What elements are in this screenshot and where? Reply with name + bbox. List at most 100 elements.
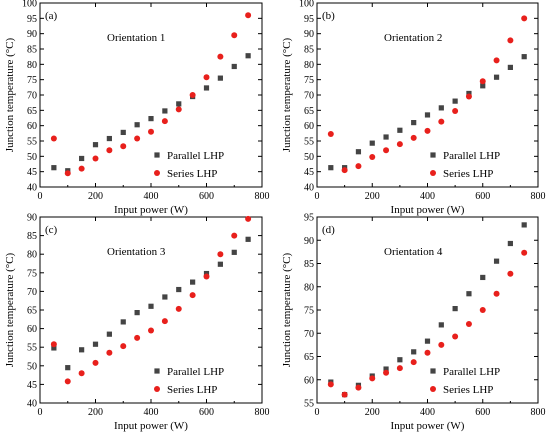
y-tick-label: 80 bbox=[304, 282, 314, 293]
y-tick-label: 60 bbox=[304, 375, 314, 386]
x-axis-title: Input power (W) bbox=[391, 420, 465, 432]
y-tick-label: 70 bbox=[27, 91, 37, 102]
data-point-parallel bbox=[507, 64, 513, 70]
data-point-parallel bbox=[51, 345, 57, 351]
data-point-parallel bbox=[120, 319, 126, 325]
data-point-series bbox=[175, 305, 182, 312]
data-point-series bbox=[148, 327, 154, 334]
legend-label: Parallel LHP bbox=[443, 366, 500, 378]
y-tick-label: 100 bbox=[299, 0, 314, 10]
data-point-parallel bbox=[493, 258, 500, 264]
y-tick-label: 60 bbox=[27, 121, 37, 132]
data-point-parallel bbox=[203, 85, 210, 91]
y-tick-label: 100 bbox=[22, 0, 37, 10]
data-point-series bbox=[134, 135, 141, 142]
y-tick-label: 45 bbox=[27, 167, 37, 178]
data-point-parallel bbox=[190, 279, 196, 285]
y-tick-label: 55 bbox=[27, 343, 37, 354]
y-tick-label: 95 bbox=[304, 213, 314, 224]
chart-panel: 0 200 400 600 800 55 60 65 70 75 80 85 90 95 Input pow… bbox=[281, 213, 546, 433]
data-point-series bbox=[452, 107, 459, 114]
data-point-series bbox=[327, 381, 334, 388]
y-tick-label: 80 bbox=[27, 60, 37, 71]
data-point-parallel bbox=[65, 365, 71, 371]
x-tick-label: 0 bbox=[38, 191, 43, 202]
x-tick-label: 0 bbox=[315, 191, 320, 202]
x-tick-label: 800 bbox=[255, 191, 270, 202]
data-point-parallel bbox=[106, 135, 112, 142]
data-point-series bbox=[424, 349, 431, 356]
y-tick-label: 95 bbox=[27, 14, 37, 25]
y-tick-label: 70 bbox=[304, 91, 314, 102]
x-tick-label: 0 bbox=[38, 407, 43, 418]
y-tick-label: 90 bbox=[27, 213, 37, 224]
data-point-series bbox=[369, 375, 376, 382]
data-point-series bbox=[383, 369, 390, 376]
y-tick-label: 90 bbox=[304, 236, 314, 247]
data-point-series bbox=[383, 147, 390, 154]
y-tick-label: 75 bbox=[27, 75, 37, 86]
data-point-parallel bbox=[328, 165, 334, 171]
x-tick-label: 600 bbox=[199, 191, 214, 202]
y-tick-label: 65 bbox=[304, 352, 314, 363]
x-tick-label: 0 bbox=[315, 407, 320, 418]
data-point-parallel bbox=[231, 63, 237, 70]
data-point-series bbox=[189, 92, 196, 98]
y-tick-label: 95 bbox=[304, 14, 314, 25]
x-tick-label: 600 bbox=[475, 191, 490, 202]
data-point-series bbox=[479, 307, 486, 313]
legend-label: Series LHP bbox=[167, 168, 217, 180]
legend-marker-parallel bbox=[430, 368, 436, 374]
data-point-series bbox=[479, 78, 486, 85]
panel-title: Orientation 3 bbox=[107, 246, 166, 258]
panel-label: (a) bbox=[45, 10, 58, 22]
data-point-series bbox=[245, 215, 252, 222]
y-tick-label: 80 bbox=[27, 250, 37, 261]
y-tick-label: 85 bbox=[304, 259, 314, 270]
y-tick-label: 75 bbox=[304, 306, 314, 317]
data-point-parallel bbox=[217, 75, 223, 81]
data-point-series bbox=[161, 118, 168, 125]
data-point-parallel bbox=[507, 240, 513, 247]
data-point-parallel bbox=[106, 331, 112, 337]
data-point-parallel bbox=[438, 322, 444, 328]
data-point-series bbox=[424, 127, 431, 134]
data-point-series bbox=[189, 292, 196, 299]
data-point-series bbox=[465, 320, 472, 327]
data-point-series bbox=[134, 334, 141, 341]
x-tick-label: 200 bbox=[88, 191, 103, 202]
data-point-parallel bbox=[245, 236, 251, 242]
data-point-parallel bbox=[411, 120, 417, 126]
data-point-series bbox=[438, 118, 445, 125]
data-point-parallel bbox=[148, 116, 154, 122]
data-point-parallel bbox=[411, 349, 417, 355]
x-tick-label: 600 bbox=[475, 407, 490, 418]
legend-label: Parallel LHP bbox=[167, 366, 224, 378]
legend-label: Parallel LHP bbox=[443, 150, 500, 162]
data-point-series bbox=[217, 251, 224, 258]
data-point-parallel bbox=[217, 261, 223, 267]
y-axis-title: Junction temperature (°C) bbox=[4, 252, 16, 367]
x-tick-label: 600 bbox=[199, 407, 214, 418]
data-point-series bbox=[106, 349, 113, 356]
data-point-parallel bbox=[245, 53, 251, 59]
data-point-parallel bbox=[480, 274, 486, 281]
y-tick-label: 65 bbox=[27, 106, 37, 117]
data-point-series bbox=[396, 141, 403, 148]
data-point-series bbox=[493, 290, 500, 297]
data-point-parallel bbox=[134, 122, 140, 128]
x-axis-title: Input power (W) bbox=[114, 420, 188, 432]
x-tick-label: 400 bbox=[144, 191, 159, 202]
data-point-parallel bbox=[231, 249, 237, 255]
data-point-series bbox=[64, 170, 71, 177]
y-tick-label: 50 bbox=[304, 152, 314, 163]
panel-label: (b) bbox=[322, 10, 335, 22]
y-tick-label: 75 bbox=[304, 75, 314, 86]
data-point-series bbox=[507, 270, 514, 277]
data-point-parallel bbox=[452, 98, 458, 104]
data-point-parallel bbox=[424, 338, 431, 344]
data-point-parallel bbox=[134, 310, 140, 316]
y-tick-label: 50 bbox=[27, 361, 37, 372]
data-point-series bbox=[438, 341, 445, 348]
